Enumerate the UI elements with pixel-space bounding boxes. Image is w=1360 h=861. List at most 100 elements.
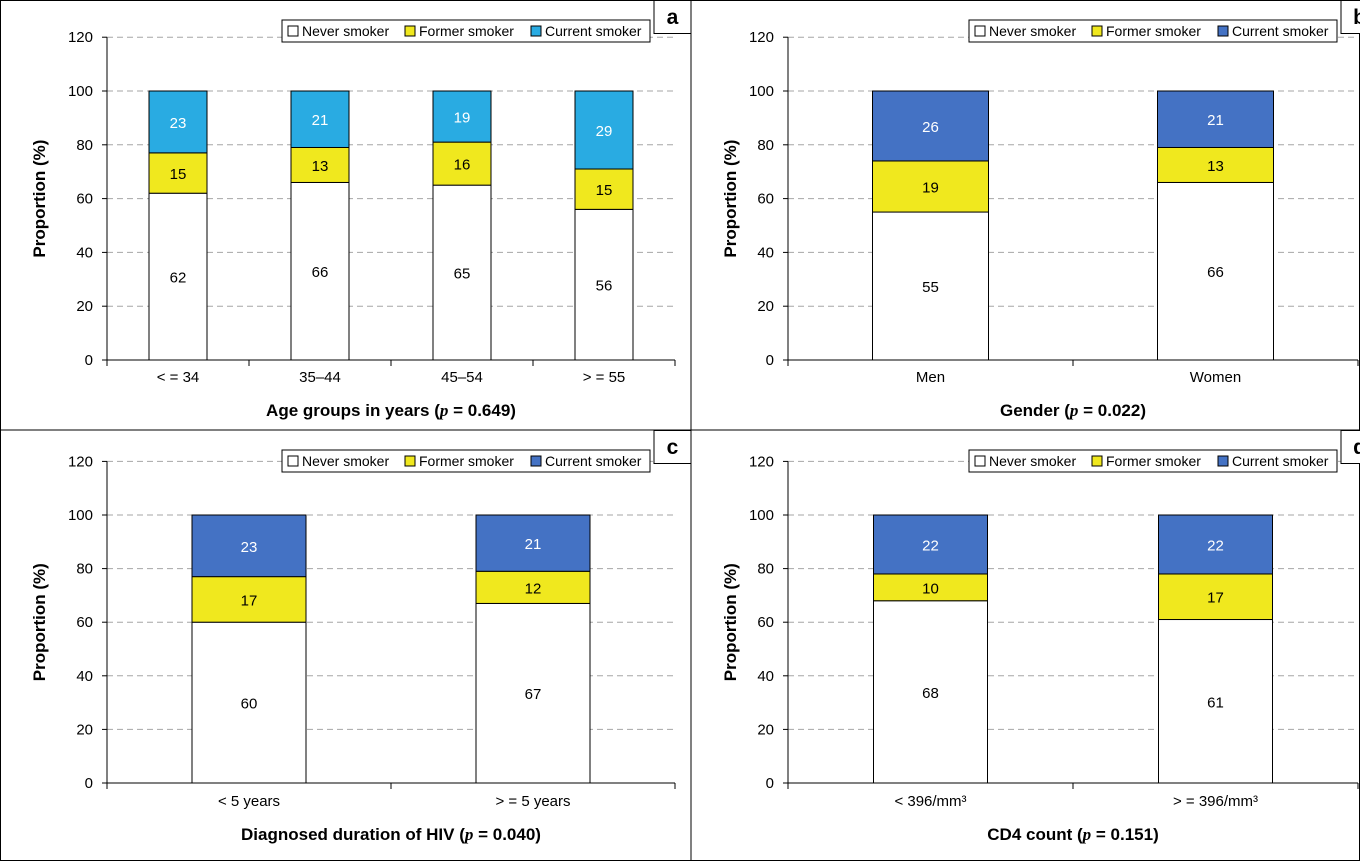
x-tick-label: 45–54 [441,369,483,386]
data-label: 12 [525,580,542,597]
bar-segment-current [1157,90,1274,148]
legend-entry: Current smoker [545,453,642,469]
data-label: 65 [454,266,471,283]
y-tick-label: 120 [749,453,774,470]
data-label: 22 [922,537,939,554]
bar-segment-current [432,90,492,143]
legend-entry: Current smoker [1232,453,1329,469]
data-label: 21 [1207,112,1224,129]
y-tick-label: 60 [757,191,774,208]
legend-entry: Former smoker [419,23,514,39]
x-tick-label: Men [916,369,945,386]
bar-segment-former [873,573,988,602]
panel-a: 0 20 40 60 80 100 120 Proportion (%) 62 15 23 < = 3… [30,0,692,420]
data-label: 21 [525,536,542,553]
y-tick-label: 0 [766,775,774,792]
legend-swatch-former [404,25,416,37]
data-label: 13 [1207,158,1224,175]
y-tick-label: 0 [766,352,774,369]
legend-box [968,19,1338,43]
data-label: 15 [596,182,613,199]
legend-entry: Never smoker [302,453,389,469]
data-label: 55 [922,279,939,296]
legend-box [968,449,1338,473]
y-tick-label: 80 [757,561,774,578]
x-axis-title: Diagnosed duration of HIV (p = 0.040) [241,825,541,844]
legend-entry: Former smoker [1106,23,1201,39]
bar-segment-never [191,621,307,784]
panel-label: c [667,436,679,459]
legend-swatch-current [530,25,542,37]
bar-segment-never [1157,181,1274,361]
y-tick-label: 120 [68,453,93,470]
bar-segment-never [872,211,989,361]
bar-segment-current [1158,514,1273,575]
data-label: 10 [922,580,939,597]
legend-swatch-never [287,25,299,37]
bar-segment-current [574,90,634,170]
y-tick-label: 80 [757,137,774,154]
data-label: 61 [1207,694,1224,711]
data-label: 22 [1207,537,1224,554]
legend-swatch-current [1217,455,1229,467]
panel-label: a [667,6,679,29]
y-tick-label: 60 [76,614,93,631]
bar-segment-current [475,514,591,572]
y-tick-label: 40 [757,668,774,685]
y-tick-label: 60 [757,614,774,631]
x-tick-label: < 396/mm³ [894,793,966,810]
bar-segment-current [873,514,988,575]
y-tick-label: 20 [757,298,774,315]
x-axis-title: Gender (p = 0.022) [1000,401,1146,420]
data-label: 66 [312,264,329,281]
y-tick-label: 0 [85,352,93,369]
y-tick-label: 20 [76,721,93,738]
data-label: 66 [1207,264,1224,281]
y-axis-title: Proportion (%) [721,563,740,681]
bar-segment-current [148,90,208,154]
data-label: 15 [170,166,187,183]
y-tick-label: 20 [76,298,93,315]
x-tick-label: > = 5 years [495,793,570,810]
y-tick-label: 100 [749,83,774,100]
bar-segment-current [290,90,350,148]
x-tick-label: < = 34 [157,369,200,386]
legend-swatch-former [1091,455,1103,467]
bar-segment-never [475,602,591,784]
y-tick-label: 120 [749,29,774,46]
bar-segment-former [574,168,634,210]
data-label: 16 [454,157,471,174]
bar-segment-current [872,90,989,162]
y-tick-label: 40 [757,244,774,261]
panel-label-box [653,430,692,464]
bar-segment-former [475,570,591,604]
y-tick-label: 0 [85,775,93,792]
panel-label-box [653,0,692,34]
legend-entry: Never smoker [302,23,389,39]
legend-swatch-never [974,455,986,467]
legend-entry: Current smoker [1232,23,1329,39]
bar-segment-never [290,181,350,361]
bar-segment-former [148,152,208,194]
y-tick-label: 40 [76,668,93,685]
data-label: 56 [596,278,613,295]
data-label: 13 [312,158,329,175]
data-label: 17 [241,592,258,609]
y-axis-title: Proportion (%) [30,563,49,681]
x-tick-label: > = 396/mm³ [1173,793,1258,810]
data-label: 17 [1207,590,1224,607]
panel-c: 0 20 40 60 80 100 120 Proportion (%) 60 17 23 < 5 y… [30,430,692,844]
legend-swatch-current [1217,25,1229,37]
bar-segment-never [432,184,492,361]
y-tick-label: 80 [76,137,93,154]
legend-entry: Current smoker [545,23,642,39]
data-label: 67 [525,686,542,703]
legend-swatch-never [974,25,986,37]
data-label: 26 [922,119,939,136]
y-tick-label: 100 [68,83,93,100]
y-tick-label: 80 [76,561,93,578]
legend-entry: Former smoker [1106,453,1201,469]
legend-entry: Former smoker [419,453,514,469]
bar-segment-never [574,208,634,361]
panel-d: 0 20 40 60 80 100 120 Proportion (%) 68 10 22 < 396… [721,430,1360,844]
